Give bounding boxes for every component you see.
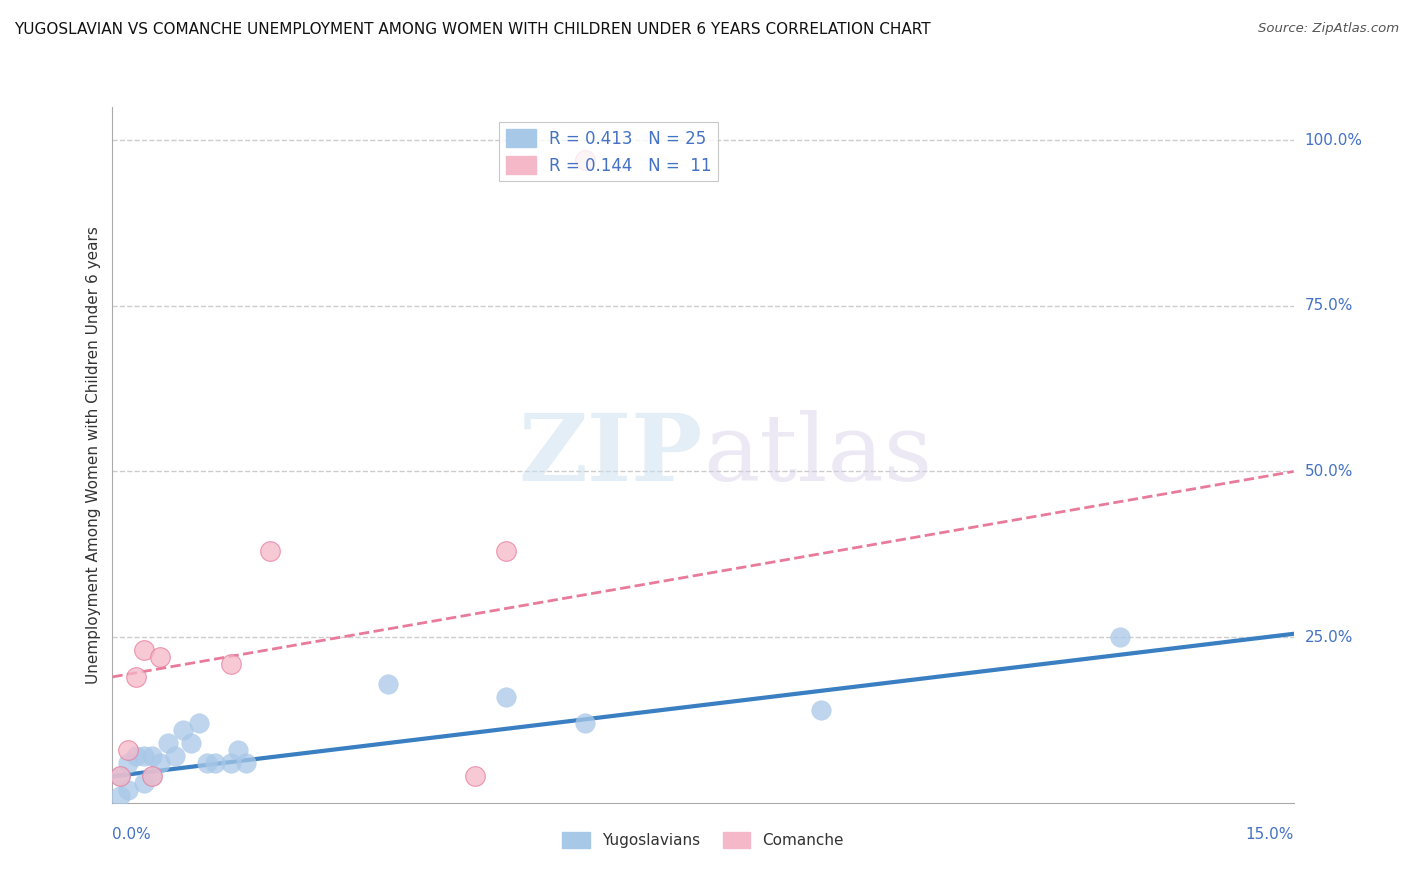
- Point: [495, 690, 517, 704]
- Point: [110, 769, 132, 783]
- Text: atlas: atlas: [703, 410, 932, 500]
- Text: 75.0%: 75.0%: [1305, 298, 1353, 313]
- Point: [574, 153, 596, 167]
- Point: [574, 716, 596, 731]
- Point: [132, 643, 155, 657]
- Point: [810, 703, 832, 717]
- Point: [1109, 630, 1132, 644]
- Point: [132, 749, 155, 764]
- Text: 25.0%: 25.0%: [1305, 630, 1353, 645]
- Text: 15.0%: 15.0%: [1246, 827, 1294, 842]
- Text: 50.0%: 50.0%: [1305, 464, 1353, 479]
- Point: [132, 776, 155, 790]
- Text: ZIP: ZIP: [519, 410, 703, 500]
- Point: [149, 650, 172, 665]
- Point: [204, 756, 226, 770]
- Point: [141, 749, 163, 764]
- Y-axis label: Unemployment Among Women with Children Under 6 years: Unemployment Among Women with Children U…: [86, 226, 101, 684]
- Point: [149, 756, 172, 770]
- Point: [156, 736, 179, 750]
- Point: [259, 544, 281, 558]
- Point: [228, 743, 250, 757]
- Point: [464, 769, 486, 783]
- Point: [141, 769, 163, 783]
- Point: [235, 756, 257, 770]
- Point: [180, 736, 202, 750]
- Point: [125, 749, 148, 764]
- Point: [219, 657, 242, 671]
- Point: [110, 769, 132, 783]
- Point: [125, 670, 148, 684]
- Point: [117, 782, 139, 797]
- Point: [195, 756, 218, 770]
- Point: [495, 544, 517, 558]
- Point: [117, 743, 139, 757]
- Point: [110, 789, 132, 804]
- Point: [219, 756, 242, 770]
- Text: Source: ZipAtlas.com: Source: ZipAtlas.com: [1258, 22, 1399, 36]
- Text: YUGOSLAVIAN VS COMANCHE UNEMPLOYMENT AMONG WOMEN WITH CHILDREN UNDER 6 YEARS COR: YUGOSLAVIAN VS COMANCHE UNEMPLOYMENT AMO…: [14, 22, 931, 37]
- Point: [172, 723, 194, 737]
- Text: 100.0%: 100.0%: [1305, 133, 1362, 148]
- Text: 0.0%: 0.0%: [112, 827, 152, 842]
- Point: [165, 749, 187, 764]
- Point: [188, 716, 211, 731]
- Point: [141, 769, 163, 783]
- Point: [117, 756, 139, 770]
- Point: [377, 676, 399, 690]
- Legend: Yugoslavians, Comanche: Yugoslavians, Comanche: [555, 825, 851, 855]
